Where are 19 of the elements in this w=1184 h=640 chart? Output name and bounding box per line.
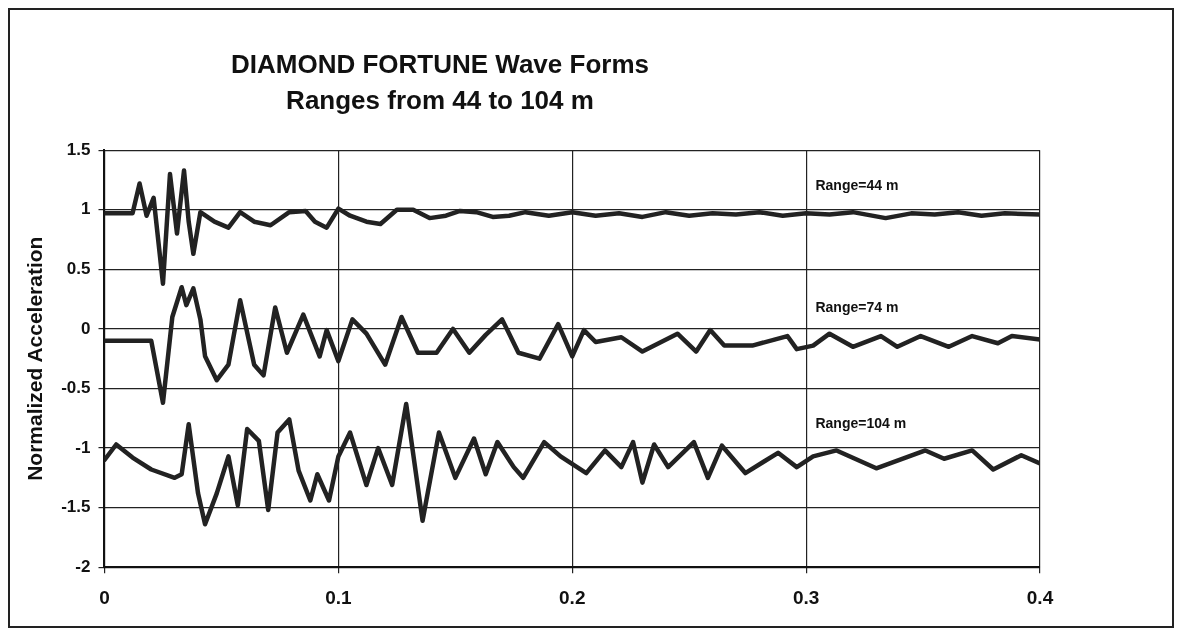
y-tick-label: 0 xyxy=(81,318,91,338)
x-tick-label: 0.3 xyxy=(792,586,820,608)
y-tick-label: -1.5 xyxy=(61,497,91,517)
chart-title: DIAMOND FORTUNE Wave Forms xyxy=(230,48,650,81)
x-tick-label: 0.1 xyxy=(325,586,352,608)
y-tick-label: 1 xyxy=(81,199,91,219)
y-tick-label: 1.5 xyxy=(66,139,91,159)
x-tick-label: 0.2 xyxy=(559,586,586,608)
y-tick-label: 0.5 xyxy=(66,259,91,279)
chart-subtitle: Ranges from 44 to 104 m xyxy=(285,84,595,117)
series-label: Range=104 m xyxy=(815,415,907,432)
y-axis-title: Normalized Acceleration xyxy=(23,236,47,481)
y-tick-label: -2 xyxy=(75,556,91,576)
y-tick-label: -0.5 xyxy=(61,378,91,398)
series-label: Range=74 m xyxy=(815,298,899,315)
x-tick-label: 0.4 xyxy=(1026,586,1054,608)
series-label: Range=44 m xyxy=(815,177,899,194)
x-tick-label: 0 xyxy=(99,586,110,608)
y-tick-label: -1 xyxy=(75,437,91,457)
